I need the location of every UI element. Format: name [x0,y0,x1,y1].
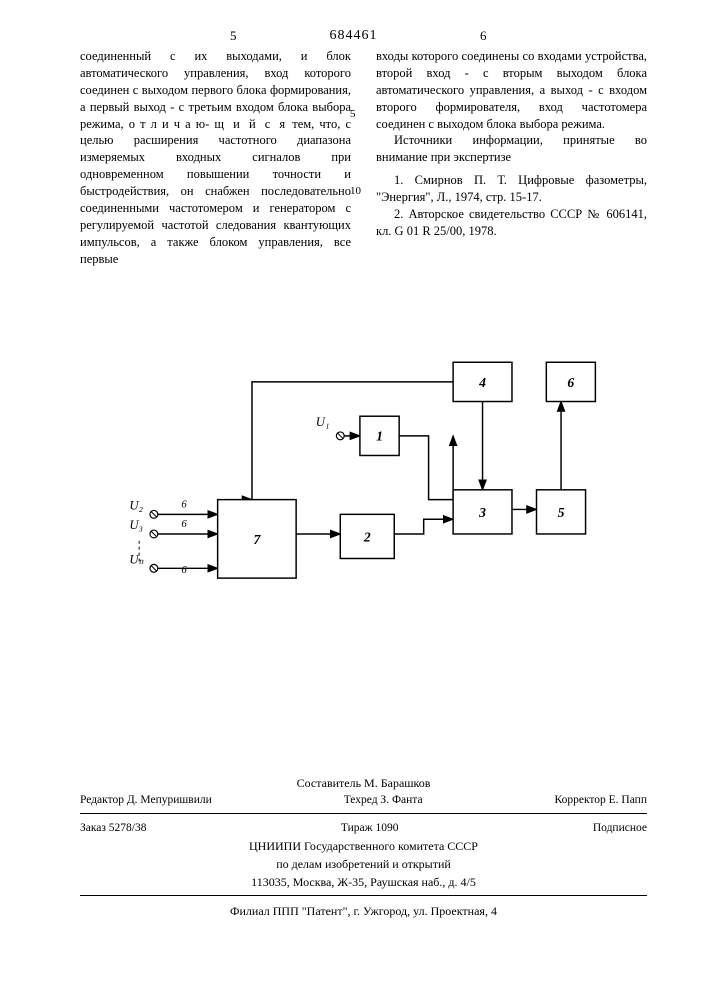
left-p1-spaced: щ и й с я [214,117,287,131]
page: 5 684461 6 5 10 соединенный с их выходам… [0,0,707,1000]
svg-text:6: 6 [181,564,187,576]
svg-text:6: 6 [181,498,187,510]
text-columns: соединенный с их выходами, и блок автома… [80,48,647,267]
footer-order-row: Заказ 5278/38 Тираж 1090 Подписное [80,820,647,837]
svg-text:7: 7 [253,532,261,547]
footer-editor: Редактор Д. Мепуришвили [80,792,212,809]
footer-divider-2 [80,895,647,896]
right-p1: входы которого соединены со входами устр… [376,48,647,132]
svg-text:2: 2 [363,529,371,544]
svg-text:Uₙ: Uₙ [129,552,144,566]
page-num-right: 6 [480,28,487,44]
footer-order: Заказ 5278/38 [80,820,147,837]
right-p3: 1. Смирнов П. Т. Цифровые фазометры, "Эн… [376,172,647,206]
svg-text:U₂: U₂ [129,498,143,512]
svg-text:6: 6 [567,375,574,390]
right-column: входы которого соединены со входами устр… [376,48,647,267]
right-p2: Источники информации, принятые во вниман… [376,132,647,166]
right-p4: 2. Авторское свидетельство СССР № 606141… [376,206,647,240]
left-column: соединенный с их выходами, и блок автома… [80,48,351,267]
footer-filial: Филиал ППП "Патент", г. Ужгород, ул. Про… [80,902,647,920]
doc-number: 684461 [330,28,378,44]
svg-text:5: 5 [558,505,565,520]
svg-text:4: 4 [478,375,486,390]
footer-compiler: Составитель М. Барашков [80,774,647,792]
footer-org1: ЦНИИПИ Государственного комитета СССР [80,837,647,855]
footer-addr1: 113035, Москва, Ж-35, Раушская наб., д. … [80,873,647,891]
svg-text:U₁: U₁ [316,415,330,429]
footer-sub: Подписное [593,820,647,837]
footer-tech: Техред З. Фанта [344,792,423,809]
svg-text:1: 1 [376,429,383,444]
footer-divider-1 [80,813,647,814]
svg-text:U₃: U₃ [129,518,143,532]
footer-tirage: Тираж 1090 [341,820,399,837]
block-diagram: U₁ U₂ 6 U₃ 6 Uₙ 6 1 2 3 4 5 6 7 [95,325,615,635]
svg-text:3: 3 [478,505,486,520]
page-num-left: 5 [230,28,237,44]
left-p1b: тем, что, с целью расширения частотного … [80,117,351,266]
footer: Составитель М. Барашков Редактор Д. Мепу… [80,774,647,921]
svg-text:6: 6 [181,518,187,530]
footer-org2: по делам изобретений и открытий [80,855,647,873]
footer-corrector: Корректор Е. Папп [555,792,647,809]
footer-editors: Редактор Д. Мепуришвили Техред З. Фанта … [80,792,647,809]
